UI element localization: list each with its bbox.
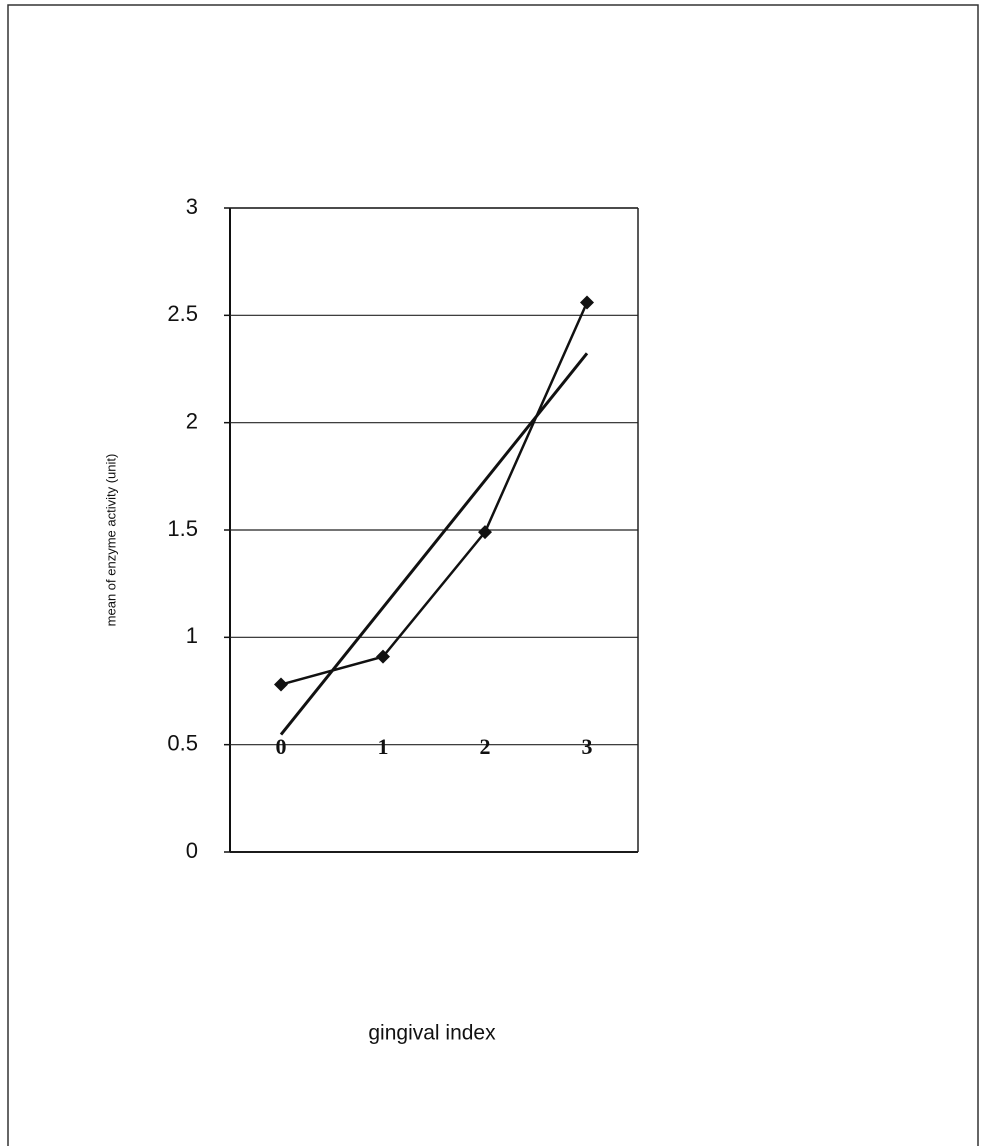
y-tick-label: 1 bbox=[186, 623, 198, 648]
data-point bbox=[580, 295, 594, 309]
y-tick-label: 1.5 bbox=[167, 516, 198, 541]
data-point bbox=[274, 678, 288, 692]
y-tick-label: 2 bbox=[186, 408, 198, 433]
y-axis-label: mean of enzyme activity (unit) bbox=[103, 454, 118, 627]
chart: mean of enzyme activity (unit) gingival … bbox=[0, 0, 984, 1146]
y-tick-label: 0.5 bbox=[167, 730, 198, 755]
y-tick-label: 0 bbox=[186, 838, 198, 863]
x-tick-label: 1 bbox=[378, 734, 389, 759]
x-axis-label: gingival index bbox=[368, 1022, 496, 1045]
page-frame bbox=[8, 5, 978, 1146]
x-tick-label: 0 bbox=[276, 734, 287, 759]
x-tick-label: 2 bbox=[480, 734, 491, 759]
x-tick-label: 3 bbox=[582, 734, 593, 759]
y-tick-label: 2.5 bbox=[167, 301, 198, 326]
y-tick-label: 3 bbox=[186, 194, 198, 219]
data-line bbox=[281, 302, 587, 684]
trend-line bbox=[281, 353, 587, 734]
